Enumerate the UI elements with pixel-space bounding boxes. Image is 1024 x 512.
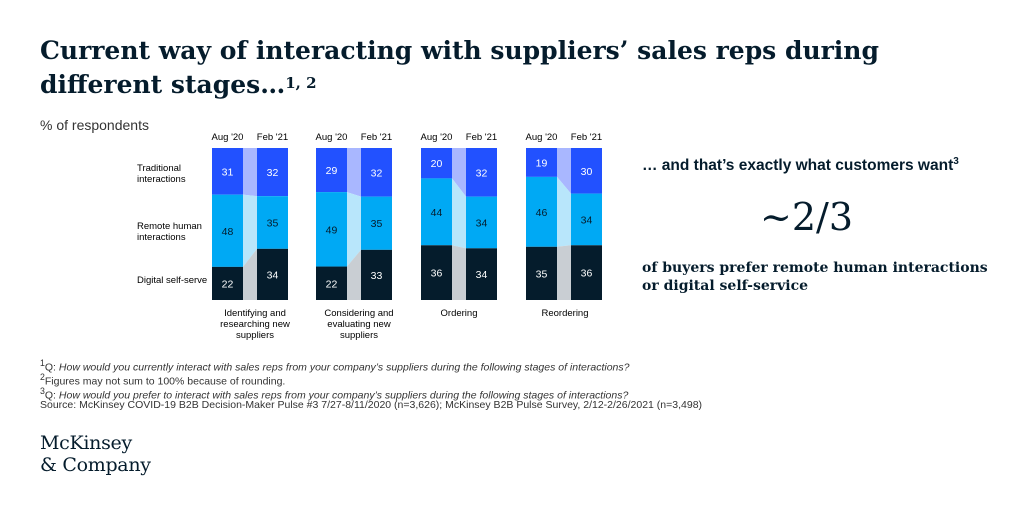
data-label-3-0-1: 46 (536, 207, 548, 219)
connector-2-2 (452, 245, 466, 300)
data-label-3-1-2: 36 (581, 268, 593, 280)
footnote-3: 3Q: How would you prefer to interact wit… (40, 386, 629, 402)
data-label-1-1-2: 33 (371, 270, 383, 282)
connector-0-0 (243, 148, 257, 197)
data-label-0-1-2: 34 (267, 269, 279, 281)
connector-0-2 (243, 248, 257, 300)
bar-segment-0-1-1 (257, 196, 288, 249)
period-label-3-0: Aug '20 (526, 132, 558, 143)
row-label-digital: Digital self-serve (137, 275, 208, 286)
connector-1-2 (347, 249, 361, 300)
connector-3-1 (557, 176, 571, 247)
connector-1-1 (347, 192, 361, 267)
period-label-2-1: Feb '21 (466, 132, 497, 143)
unit-label: % of respondents (40, 117, 149, 133)
bar-segment-1-0-0 (316, 148, 347, 193)
data-label-3-1-1: 34 (581, 214, 593, 226)
bar-segment-2-1-2 (466, 248, 497, 300)
data-label-1-0-1: 49 (326, 224, 338, 236)
data-label-1-0-2: 22 (326, 278, 338, 290)
connector-3-0 (557, 148, 571, 194)
bar-segment-3-0-1 (526, 176, 557, 247)
source-note: Source: McKinsey COVID-19 B2B Decision-M… (40, 399, 703, 411)
data-label-3-0-2: 35 (536, 268, 548, 280)
connector-2-1 (452, 178, 466, 249)
right-heading-footnote-mark: 3 (953, 156, 959, 167)
bar-segment-2-0-0 (421, 148, 452, 179)
data-label-0-0-2: 22 (222, 278, 234, 290)
right-panel-subtext: of buyers prefer remote human interactio… (642, 260, 988, 294)
connector-2-0 (452, 148, 466, 197)
period-label-1-0: Aug '20 (316, 132, 348, 143)
category-label-ordering: Ordering (440, 308, 478, 319)
category-label-considering: Considering and evaluating new suppliers (324, 308, 394, 341)
period-label-1-1: Feb '21 (361, 132, 392, 143)
data-label-0-0-0: 31 (222, 166, 234, 178)
connector-3-2 (557, 245, 571, 300)
data-label-1-1-1: 35 (371, 218, 383, 230)
bar-segment-3-1-2 (571, 245, 602, 300)
bar-segment-0-0-0 (212, 148, 243, 195)
title-footnote-marks: 1, 2 (285, 74, 317, 92)
connector-1-0 (347, 148, 361, 197)
footnote-1: 1Q: How would you currently interact wit… (40, 358, 630, 374)
bar-segment-1-0-1 (316, 192, 347, 267)
bar-segment-1-0-2 (316, 266, 347, 300)
bar-segment-0-0-2 (212, 266, 243, 300)
bar-segment-1-1-0 (361, 148, 392, 197)
bar-segment-3-1-0 (571, 148, 602, 194)
data-label-2-1-0: 32 (476, 167, 488, 179)
bar-segment-3-0-2 (526, 246, 557, 300)
bar-segment-1-1-2 (361, 249, 392, 300)
data-label-2-1-2: 34 (476, 269, 488, 281)
period-label-3-1: Feb '21 (571, 132, 602, 143)
bar-segment-2-0-1 (421, 178, 452, 246)
bar-segment-3-1-1 (571, 193, 602, 246)
bar-segment-2-1-0 (466, 148, 497, 197)
data-label-2-1-1: 34 (476, 217, 488, 229)
mckinsey-logo: McKinsey & Company (40, 432, 151, 476)
connector-0-1 (243, 194, 257, 267)
bar-segment-0-1-2 (257, 248, 288, 300)
data-label-3-0-0: 19 (536, 157, 548, 169)
page-title: Current way of interacting with supplier… (40, 36, 879, 99)
bar-segment-0-0-1 (212, 194, 243, 267)
data-label-3-1-0: 30 (581, 166, 593, 178)
period-label-0-0: Aug '20 (212, 132, 244, 143)
footnote-2: 2Figures may not sum to 100% because of … (40, 372, 286, 388)
data-label-1-1-0: 32 (371, 167, 383, 179)
data-label-0-0-1: 48 (222, 226, 234, 238)
data-label-1-0-0: 29 (326, 165, 338, 177)
data-label-2-0-1: 44 (431, 207, 443, 219)
category-label-identifying: Identifying and researching new supplier… (220, 308, 290, 341)
bar-segment-0-1-0 (257, 148, 288, 197)
bar-segment-1-1-1 (361, 196, 392, 250)
data-label-0-1-1: 35 (267, 217, 279, 229)
bar-segment-2-1-1 (466, 196, 497, 249)
row-label-traditional: Traditional interactions (137, 163, 186, 185)
big-stat: ~2/3 (760, 195, 853, 239)
data-label-2-0-2: 36 (431, 268, 443, 280)
bar-segment-3-0-0 (526, 148, 557, 177)
period-label-2-0: Aug '20 (421, 132, 453, 143)
period-label-0-1: Feb '21 (257, 132, 288, 143)
right-panel-heading: … and that’s exactly what customers want… (642, 156, 959, 175)
category-label-reordering: Reordering (541, 308, 589, 319)
data-label-2-0-0: 20 (431, 158, 443, 170)
row-label-remote: Remote human interactions (137, 221, 202, 243)
bar-segment-2-0-2 (421, 245, 452, 300)
data-label-0-1-0: 32 (267, 167, 279, 179)
